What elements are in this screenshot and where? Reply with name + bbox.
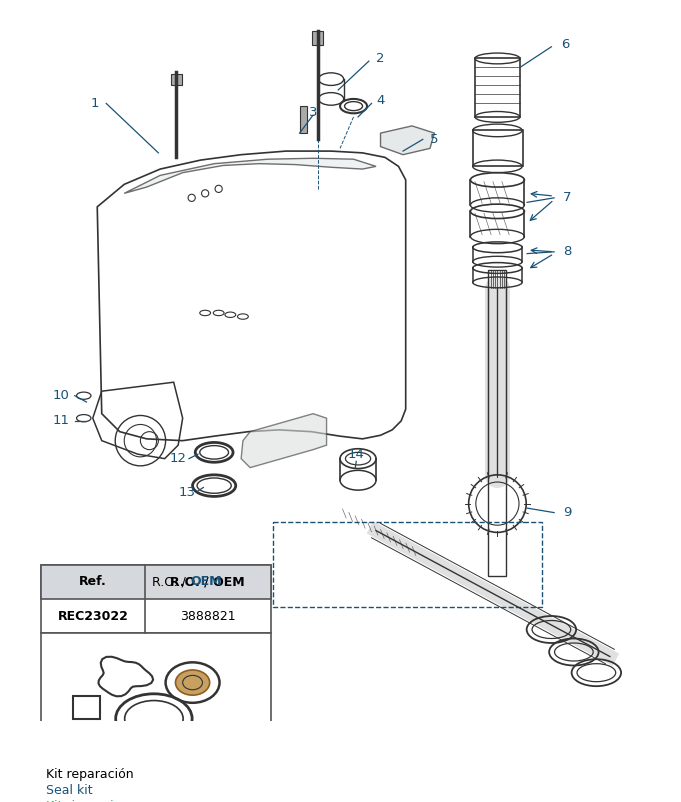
- Polygon shape: [312, 31, 323, 45]
- Text: 10: 10: [53, 389, 69, 402]
- Text: 9: 9: [563, 506, 572, 519]
- Bar: [300, 106, 306, 133]
- Polygon shape: [171, 74, 182, 86]
- Text: 1: 1: [91, 97, 99, 110]
- Text: R.O. / OEM: R.O. / OEM: [170, 575, 245, 589]
- Text: 3888821: 3888821: [180, 610, 236, 622]
- Bar: [272, 521, 542, 607]
- Text: 6: 6: [560, 38, 569, 51]
- Polygon shape: [241, 414, 327, 468]
- Bar: [475, 59, 520, 117]
- Text: 4: 4: [377, 94, 385, 107]
- Text: 3: 3: [308, 106, 317, 119]
- Text: R.O. /: R.O. /: [152, 575, 189, 589]
- Text: REC23022: REC23022: [58, 610, 129, 622]
- Text: OEM: OEM: [191, 575, 222, 589]
- Bar: [488, 269, 507, 576]
- Text: 12: 12: [170, 452, 187, 465]
- Polygon shape: [124, 158, 376, 193]
- Text: 7: 7: [563, 192, 572, 205]
- Text: Kit reparación: Kit reparación: [46, 768, 133, 781]
- Text: Ref.: Ref.: [79, 575, 107, 589]
- Ellipse shape: [176, 670, 210, 695]
- Polygon shape: [381, 126, 434, 155]
- Text: Kit riparazione: Kit riparazione: [46, 800, 137, 802]
- Text: 11: 11: [52, 415, 69, 427]
- Bar: [42, 633, 271, 759]
- Text: 2: 2: [377, 52, 385, 65]
- Text: 8: 8: [563, 245, 572, 258]
- Bar: [42, 565, 271, 599]
- Text: Seal kit: Seal kit: [46, 784, 93, 797]
- Text: 14: 14: [348, 448, 364, 460]
- Bar: [473, 131, 522, 166]
- Text: 13: 13: [178, 486, 195, 500]
- Bar: [42, 565, 271, 633]
- Text: 5: 5: [430, 133, 439, 146]
